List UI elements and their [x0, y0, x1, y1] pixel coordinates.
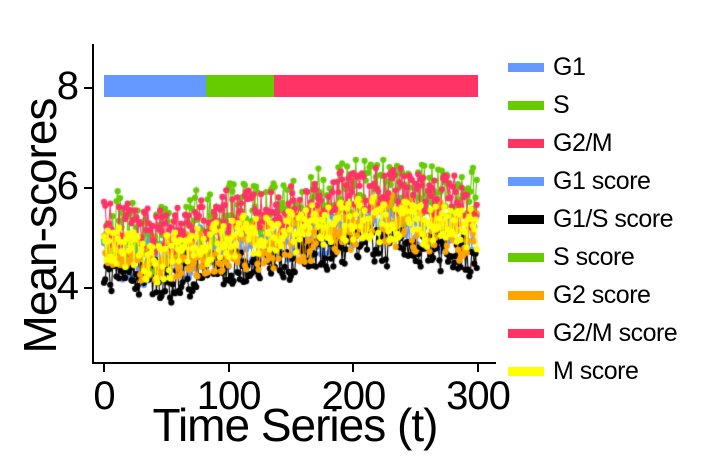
legend-label: S [553, 91, 570, 119]
legend-item[interactable]: G2/M [508, 124, 713, 162]
legend-label: S score [553, 243, 635, 271]
legend-swatch-icon [508, 328, 544, 338]
legend-swatch-icon [508, 214, 544, 224]
legend-swatch-icon [508, 252, 544, 262]
legend-swatch-icon [508, 290, 544, 300]
legend-label: G1/S score [553, 205, 674, 233]
legend-swatch-icon [508, 100, 544, 110]
legend-item[interactable]: S score [508, 238, 713, 276]
legend-item[interactable]: G1 [508, 48, 713, 86]
legend-item[interactable]: G2 score [508, 276, 713, 314]
legend-item[interactable]: M score [508, 352, 713, 390]
legend-label: G1 score [553, 167, 651, 195]
legend-item[interactable]: G1/S score [508, 200, 713, 238]
legend-label: G2 score [553, 281, 651, 309]
chart-legend: G1 S G2/M G1 score G1/S score S score G2 score… [508, 48, 713, 390]
legend-swatch-icon [508, 366, 544, 376]
legend-label: G2/M score [553, 319, 678, 347]
legend-swatch-icon [508, 62, 544, 72]
legend-item[interactable]: G2/M score [508, 314, 713, 352]
legend-label: G1 [553, 53, 586, 81]
legend-swatch-icon [508, 138, 544, 148]
legend-label: G2/M [553, 129, 613, 157]
legend-item[interactable]: S [508, 86, 713, 124]
legend-label: M score [553, 357, 639, 385]
legend-swatch-icon [508, 176, 544, 186]
legend-item[interactable]: G1 score [508, 162, 713, 200]
